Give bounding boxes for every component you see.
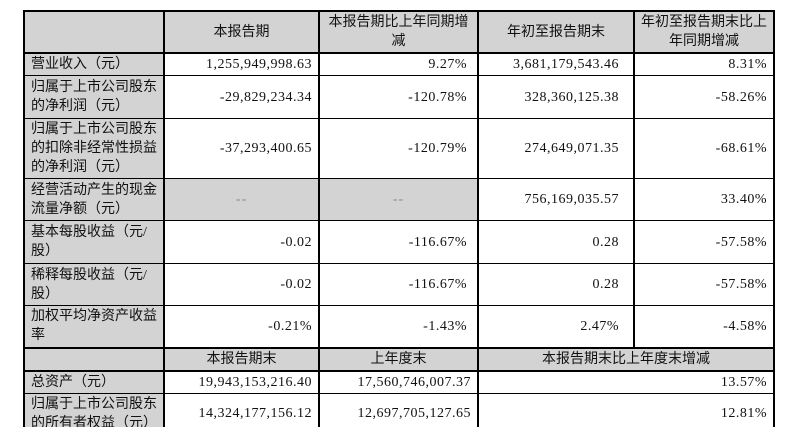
cell-current-period: 1,255,949,998.63 bbox=[163, 52, 320, 76]
cell-current-period: -37,293,400.65 bbox=[163, 118, 320, 179]
cell-current-period-yoy: -120.78% bbox=[318, 75, 479, 119]
table-row-revenue: 营业收入（元） 1,255,949,998.63 9.27% 3,681,179… bbox=[23, 52, 775, 76]
table-row-weighted-avg-roe: 加权平均净资产收益率 -0.21% -1.43% 2.47% -4.58% bbox=[23, 305, 775, 348]
cell-ytd-yoy: 8.31% bbox=[633, 52, 775, 76]
row-label: 营业收入（元） bbox=[23, 52, 165, 76]
header-current-period: 本报告期 bbox=[163, 10, 320, 54]
cell-ytd-yoy: -57.58% bbox=[633, 263, 775, 306]
cell-ytd: 328,360,125.38 bbox=[477, 75, 635, 119]
header-current-period-yoy: 本报告期比上年同期增减 bbox=[318, 10, 479, 54]
table-row-net-profit-excl-nonrecurring: 归属于上市公司股东的扣除非经常性损益的净利润（元） -37,293,400.65… bbox=[23, 118, 775, 179]
header-row-period: 本报告期 本报告期比上年同期增减 年初至报告期末 年初至报告期末比上年同期增减 bbox=[23, 10, 775, 54]
header-ytd: 年初至报告期末 bbox=[477, 10, 635, 54]
row-label: 基本每股收益（元/股） bbox=[23, 220, 165, 264]
cell-current-period: -29,829,234.34 bbox=[163, 75, 320, 119]
cell-ytd-yoy: -4.58% bbox=[633, 305, 775, 348]
financial-summary-table: 本报告期 本报告期比上年同期增减 年初至报告期末 年初至报告期末比上年同期增减 … bbox=[23, 10, 775, 427]
cell-ytd: 2.47% bbox=[477, 305, 635, 348]
table-row-diluted-eps: 稀释每股收益（元/股） -0.02 -116.67% 0.28 -57.58% bbox=[23, 263, 775, 306]
cell-current-period-yoy: 9.27% bbox=[318, 52, 479, 76]
row-label: 归属于上市公司股东的扣除非经常性损益的净利润（元） bbox=[23, 118, 165, 179]
cell-current-period-yoy: -116.67% bbox=[318, 263, 479, 306]
cell-current-period: -0.02 bbox=[163, 220, 320, 264]
header-period-end: 本报告期末 bbox=[163, 346, 320, 372]
cell-change: 12.81% bbox=[477, 392, 775, 427]
table-row-total-assets: 总资产（元） 19,943,153,216.40 17,560,746,007.… bbox=[23, 370, 775, 394]
header-prev-year-end: 上年度末 bbox=[318, 346, 479, 372]
cell-ytd-yoy: -57.58% bbox=[633, 220, 775, 264]
cell-ytd: 0.28 bbox=[477, 263, 635, 306]
cell-period-end: 14,324,177,156.12 bbox=[163, 392, 320, 427]
cell-ytd: 0.28 bbox=[477, 220, 635, 264]
header-corner-cell bbox=[23, 10, 165, 54]
row-label: 经营活动产生的现金流量净额（元） bbox=[23, 178, 165, 221]
cell-prev-year-end: 17,560,746,007.37 bbox=[318, 370, 479, 394]
header-row-period-end: 本报告期末 上年度末 本报告期末比上年度末增减 bbox=[23, 346, 775, 372]
table-row-net-profit: 归属于上市公司股东的净利润（元） -29,829,234.34 -120.78%… bbox=[23, 75, 775, 119]
cell-current-period: -- bbox=[163, 178, 320, 221]
cell-current-period-yoy: -120.79% bbox=[318, 118, 479, 179]
cell-ytd: 3,681,179,543.46 bbox=[477, 52, 635, 76]
cell-period-end: 19,943,153,216.40 bbox=[163, 370, 320, 394]
header2-corner-cell bbox=[23, 346, 165, 372]
header-ytd-yoy: 年初至报告期末比上年同期增减 bbox=[633, 10, 775, 54]
cell-ytd: 274,649,071.35 bbox=[477, 118, 635, 179]
table-row-basic-eps: 基本每股收益（元/股） -0.02 -116.67% 0.28 -57.58% bbox=[23, 220, 775, 264]
cell-current-period-yoy: -- bbox=[318, 178, 479, 221]
cell-current-period-yoy: -116.67% bbox=[318, 220, 479, 264]
cell-ytd-yoy: -58.26% bbox=[633, 75, 775, 119]
cell-prev-year-end: 12,697,705,127.65 bbox=[318, 392, 479, 427]
row-label: 加权平均净资产收益率 bbox=[23, 305, 165, 348]
row-label: 稀释每股收益（元/股） bbox=[23, 263, 165, 306]
header-period-end-change: 本报告期末比上年度末增减 bbox=[477, 346, 775, 372]
cell-ytd-yoy: 33.40% bbox=[633, 178, 775, 221]
cell-current-period: -0.21% bbox=[163, 305, 320, 348]
table-row-owners-equity: 归属于上市公司股东的所有者权益（元） 14,324,177,156.12 12,… bbox=[23, 392, 775, 427]
cell-current-period-yoy: -1.43% bbox=[318, 305, 479, 348]
cell-ytd-yoy: -68.61% bbox=[633, 118, 775, 179]
row-label: 归属于上市公司股东的所有者权益（元） bbox=[23, 392, 165, 427]
row-label: 总资产（元） bbox=[23, 370, 165, 394]
cell-current-period: -0.02 bbox=[163, 263, 320, 306]
row-label: 归属于上市公司股东的净利润（元） bbox=[23, 75, 165, 119]
cell-change: 13.57% bbox=[477, 370, 775, 394]
cell-ytd: 756,169,035.57 bbox=[477, 178, 635, 221]
table-row-operating-cash-flow: 经营活动产生的现金流量净额（元） -- -- 756,169,035.57 33… bbox=[23, 178, 775, 221]
